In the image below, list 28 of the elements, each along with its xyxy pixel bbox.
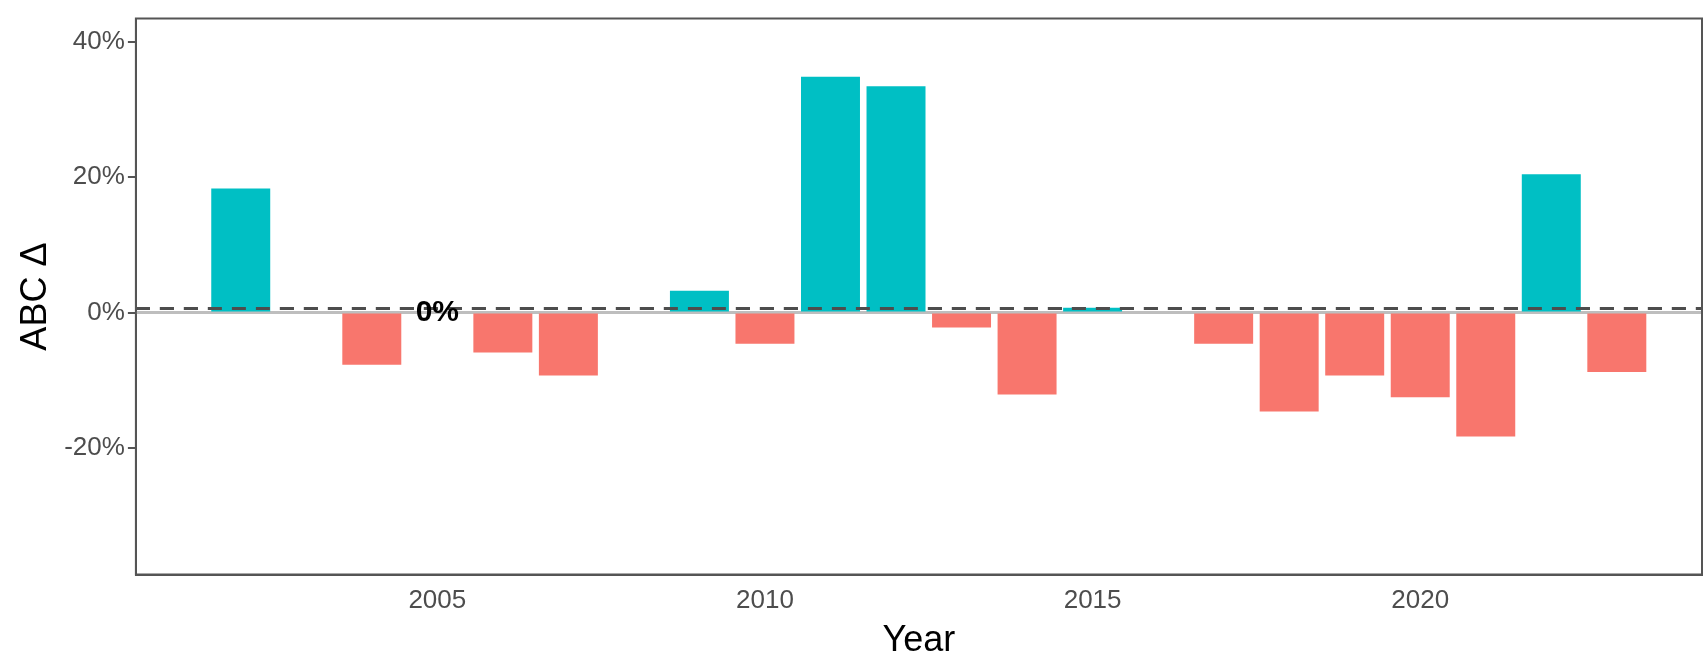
bar [669,290,729,312]
y-axis-title: ABC Δ [12,242,54,351]
bar [1259,313,1319,412]
bar [1521,174,1581,312]
bar [866,86,926,312]
y-tick-label: 0% [87,295,125,326]
x-tick-label: 2010 [736,584,794,615]
bar [1194,313,1254,344]
x-tick-label: 2015 [1063,584,1122,615]
x-axis-title: Year [882,618,956,660]
bar [538,313,598,376]
bar [735,313,795,344]
bar [1325,313,1385,376]
bar [932,313,992,328]
bar [211,188,271,312]
bar [997,313,1057,395]
x-tick-label: 2020 [1391,584,1450,615]
bar [1456,313,1516,437]
bar [801,76,860,312]
y-tick-label: -20% [64,431,125,462]
bar [1390,313,1450,398]
x-tick-label: 2005 [408,584,467,615]
y-tick-label: 40% [72,24,125,55]
bar [1587,313,1647,373]
bar [342,313,402,365]
y-tick-label: 20% [72,160,125,191]
bar [473,313,533,353]
annotation: 0% [415,293,459,327]
